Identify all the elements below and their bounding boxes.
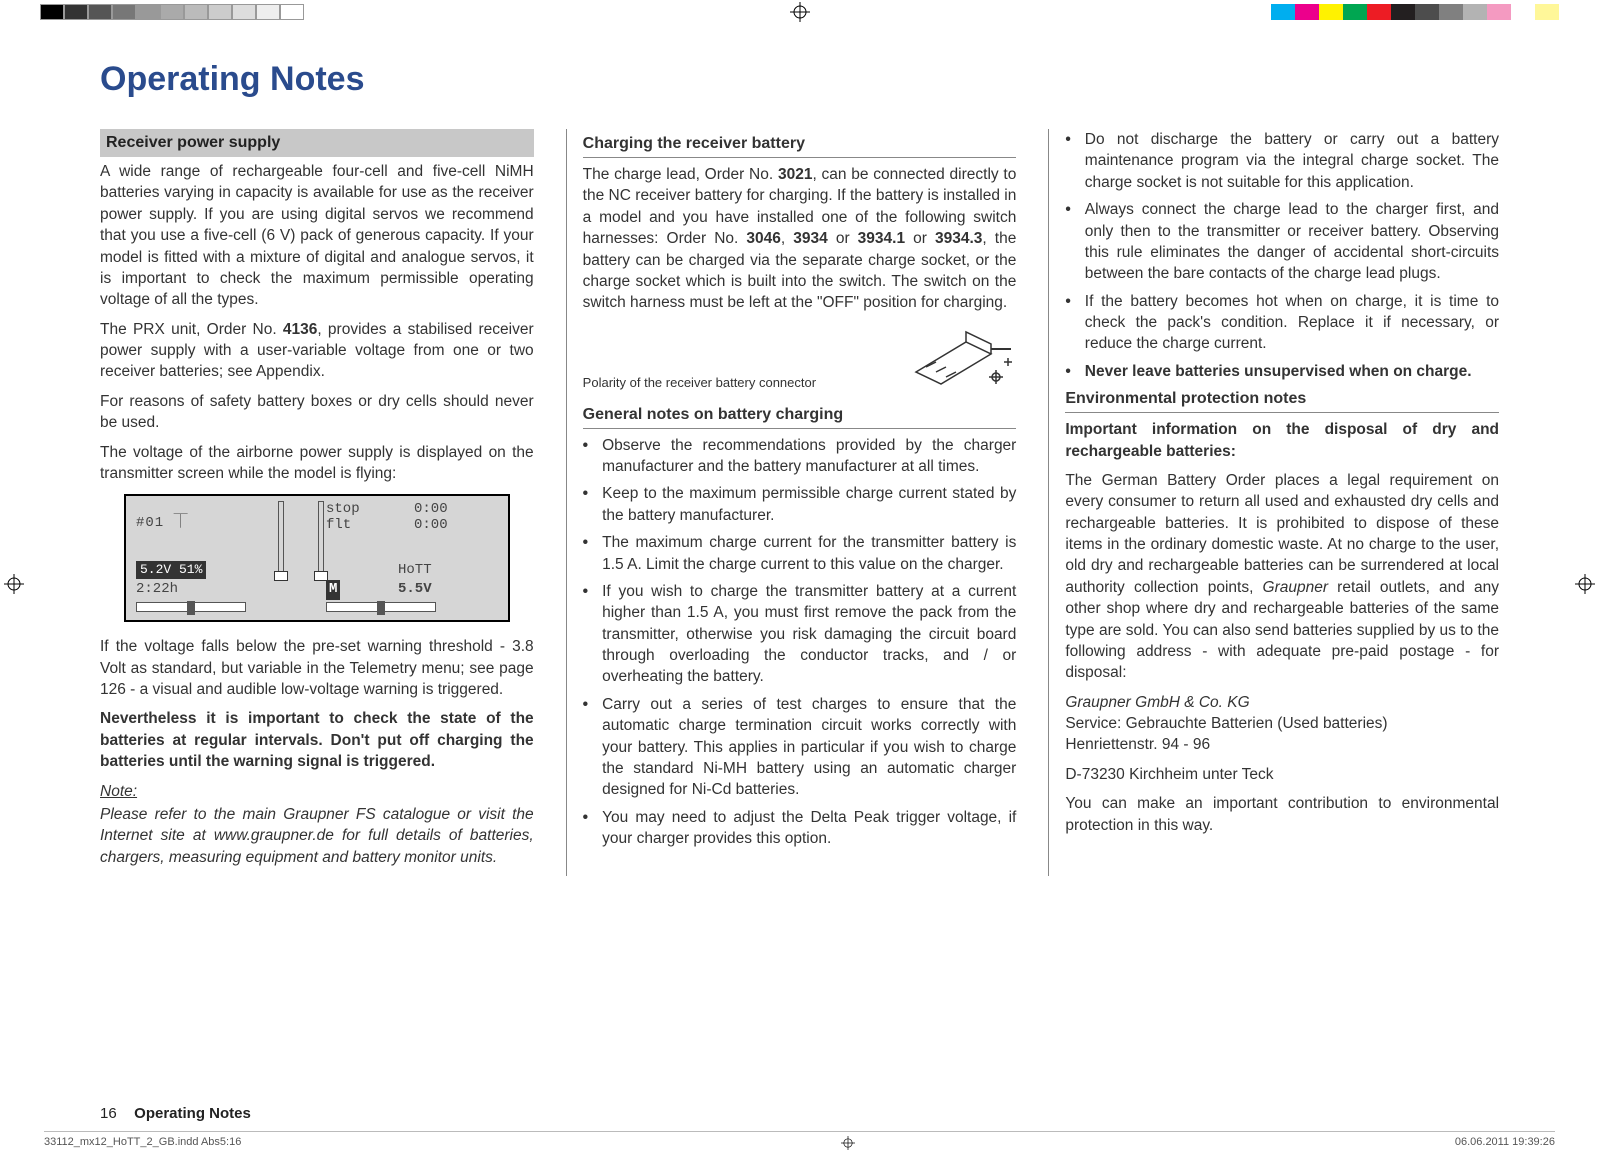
- para-bold: Important information on the disposal of…: [1065, 419, 1499, 462]
- para: For reasons of safety battery boxes or d…: [100, 391, 534, 434]
- page-title: Operating Notes: [100, 60, 1499, 99]
- lcd-hott: HoTT: [398, 561, 432, 580]
- list-item: Do not discharge the battery or carry ou…: [1065, 129, 1499, 193]
- registration-mark-right: [1575, 574, 1595, 594]
- lcd-trim: [136, 602, 246, 612]
- lcd-battery: 5.2V 51%: [136, 561, 206, 579]
- text: Important information on the disposal of…: [1065, 421, 1499, 459]
- list-item: Keep to the maximum permissible charge c…: [583, 483, 1017, 526]
- para: The PRX unit, Order No. 4136, provides a…: [100, 319, 534, 383]
- address: D-73230 Kirchheim unter Teck: [1065, 764, 1499, 785]
- registration-mark-top: [790, 2, 810, 22]
- page-number: 16: [100, 1105, 130, 1122]
- text: The PRX unit, Order No.: [100, 321, 283, 338]
- text: Nevertheless it is important to check th…: [100, 710, 534, 770]
- list-item: Never leave batteries unsupervised when …: [1065, 361, 1499, 382]
- order-no: 4136: [283, 321, 317, 338]
- para: You can make an important contribution t…: [1065, 793, 1499, 836]
- connector-icon: [896, 322, 1016, 392]
- column-3: Do not discharge the battery or carry ou…: [1048, 129, 1499, 876]
- para: If the voltage falls below the pre-set w…: [100, 636, 534, 700]
- color-bar: [1271, 4, 1559, 20]
- columns: Receiver power supply A wide range of re…: [100, 129, 1499, 876]
- column-2: Charging the receiver battery The charge…: [566, 129, 1017, 876]
- heading-general-notes: General notes on battery charging: [583, 404, 1017, 429]
- note-label: Note:: [100, 781, 534, 802]
- list-item: You may need to adjust the Delta Peak tr…: [583, 807, 1017, 850]
- list-item: If the battery becomes hot when on charg…: [1065, 291, 1499, 355]
- bullet-list: Observe the recommendations provided by …: [583, 435, 1017, 850]
- heading-environmental: Environmental protection notes: [1065, 388, 1499, 413]
- file-name: 33112_mx12_HoTT_2_GB.indd Abs5:16: [44, 1136, 241, 1150]
- text: Service: Gebrauchte Batterien (Used batt…: [1065, 715, 1387, 732]
- lcd-timer: 0:00: [414, 516, 448, 535]
- lcd-flt: flt: [326, 516, 351, 535]
- para: The voltage of the airborne power supply…: [100, 442, 534, 485]
- lcd-m: M: [326, 580, 340, 599]
- connector-figure: Polarity of the receiver battery connect…: [583, 322, 1017, 400]
- print-date: 06.06.2011 19:39:26: [1455, 1136, 1555, 1150]
- print-marks-top: [0, 0, 1599, 24]
- list-item: The maximum charge current for the trans…: [583, 532, 1017, 575]
- para: The charge lead, Order No. 3021, can be …: [583, 164, 1017, 314]
- lcd-voltage: 5.5V: [398, 580, 432, 599]
- footer-title: Operating Notes: [134, 1105, 251, 1122]
- text: Henriettenstr. 94 - 96: [1065, 736, 1210, 753]
- heading-charging: Charging the receiver battery: [583, 133, 1017, 158]
- list-item: Carry out a series of test charges to en…: [583, 694, 1017, 801]
- lcd-time: 2:22h: [136, 580, 178, 599]
- page-content: Operating Notes Receiver power supply A …: [100, 60, 1499, 1098]
- note-text: Please refer to the main Graupner FS cat…: [100, 804, 534, 868]
- registration-mark-left: [4, 574, 24, 594]
- heading-receiver-power: Receiver power supply: [100, 129, 534, 157]
- transmitter-screen: #01 ⏉ 5.2V 51% 2:22h stop flt 0:00 0:00 …: [124, 494, 510, 622]
- print-meta: 33112_mx12_HoTT_2_GB.indd Abs5:16 06.06.…: [44, 1131, 1555, 1150]
- column-1: Receiver power supply A wide range of re…: [100, 129, 534, 876]
- lcd-trim: [326, 602, 436, 612]
- lcd-model: #01 ⏉: [136, 514, 189, 533]
- page-footer: 16 Operating Notes: [100, 1105, 251, 1122]
- list-item: Observe the recommendations provided by …: [583, 435, 1017, 478]
- para: A wide range of rechargeable four-cell a…: [100, 161, 534, 311]
- bullet-list: Do not discharge the battery or carry ou…: [1065, 129, 1499, 382]
- text: Graupner GmbH & Co. KG: [1065, 694, 1249, 711]
- para-bold: Nevertheless it is important to check th…: [100, 708, 534, 772]
- address: Graupner GmbH & Co. KG Service: Gebrauch…: [1065, 692, 1499, 756]
- list-item: If you wish to charge the transmitter ba…: [583, 581, 1017, 688]
- registration-mark-bottom: [838, 1136, 858, 1150]
- para: The German Battery Order places a legal …: [1065, 470, 1499, 684]
- list-item: Always connect the charge lead to the ch…: [1065, 199, 1499, 285]
- grayscale-bar: [40, 4, 304, 20]
